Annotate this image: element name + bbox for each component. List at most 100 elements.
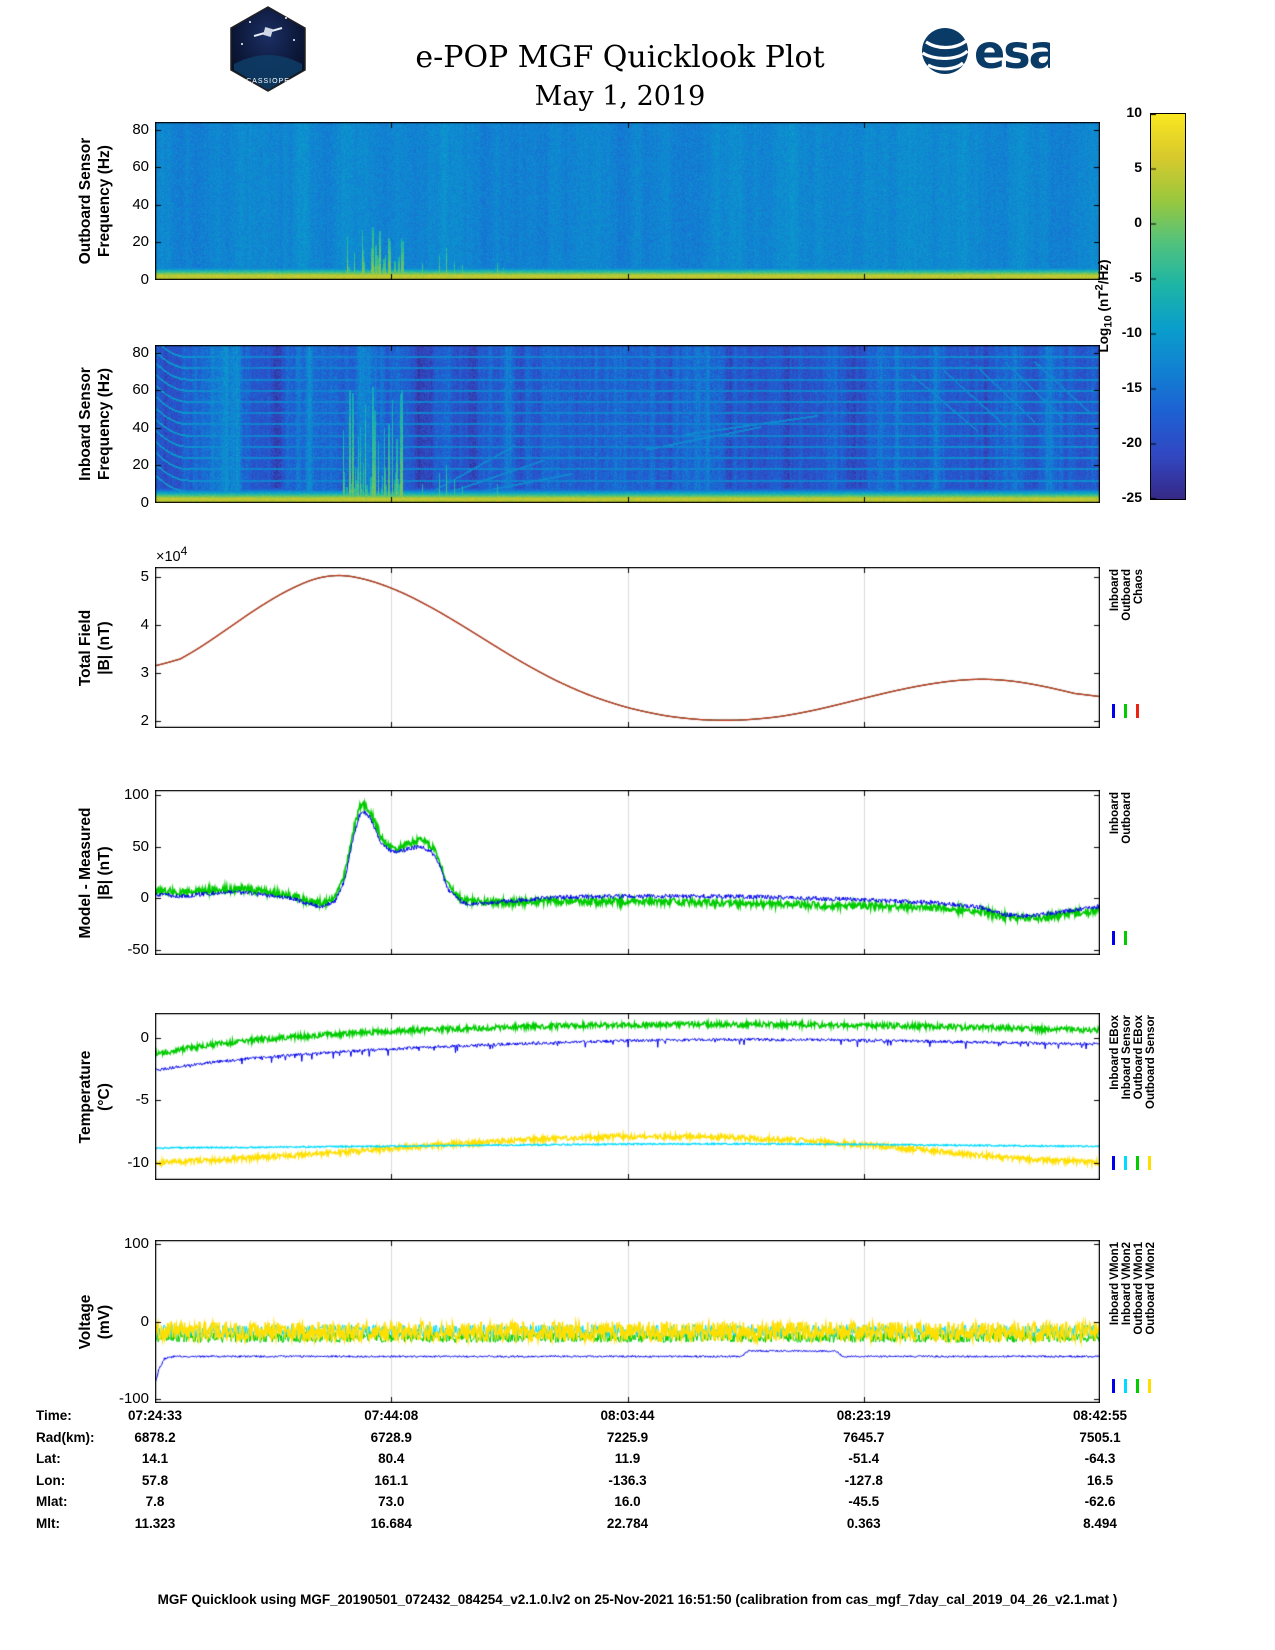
y-tick-label: 80 (132, 343, 149, 361)
ephem-value: 0.363 (846, 1515, 881, 1531)
ephem-value: 11.323 (134, 1515, 176, 1531)
ephem-value: -64.3 (1084, 1451, 1116, 1466)
legend-color-dash (1124, 704, 1127, 718)
esa-logo: esa (920, 24, 1060, 79)
y-axis-label-line: |B| (nT) (96, 845, 113, 900)
legend-entry-chaos: Chaos (1133, 569, 1145, 609)
colorbar-tick-label: 10 (1126, 104, 1142, 120)
cassiope-mission-patch: CASSIOPE (224, 6, 312, 92)
ephem-value: 22.784 (606, 1515, 649, 1531)
y-axis-exponent-power: 4 (180, 544, 188, 558)
legend-color-dash (1136, 1379, 1139, 1393)
y-axis-exponent-base: ×10 (156, 548, 181, 565)
plot-date: May 1, 2019 (534, 81, 706, 112)
y-tick-label: 2 (140, 711, 149, 729)
ephem-value: 7505.1 (1079, 1429, 1121, 1445)
ephem-value: 80.4 (378, 1451, 405, 1466)
legend-entry-outboard-ebox: Outboard EBox (1133, 1015, 1145, 1104)
legend-label: Chaos (1133, 569, 1145, 605)
ephem-value: 08:23:19 (836, 1408, 891, 1423)
legend-entry-inboard-ebox: Inboard EBox (1109, 1015, 1121, 1095)
y-tick-label: 100 (123, 1234, 149, 1252)
legend-color-dash (1148, 1379, 1151, 1393)
ephem-row-label: Mlat: (36, 1494, 68, 1509)
panel-total-field: Total Field |B| (nT) 2 3 4 5 ×104 Inboard Outboa… (0, 544, 1275, 729)
colorbar-tick-label: -20 (1121, 434, 1142, 450)
legend-label: Inboard EBox (1109, 1015, 1121, 1090)
y-tick-label: 0 (140, 889, 149, 907)
legend-label: Outboard EBox (1133, 1015, 1145, 1100)
legend-color-dash (1112, 704, 1115, 718)
ephem-value: 07:44:08 (364, 1408, 419, 1423)
legend-label: Outboard Sensor (1145, 1015, 1157, 1109)
y-tick-label: 3 (140, 663, 149, 681)
y-tick-label: 20 (132, 233, 149, 251)
legend-label: Outboard (1121, 569, 1133, 621)
ephem-value: 73.0 (378, 1494, 405, 1509)
y-tick-label: -50 (127, 940, 149, 958)
panel-inboard-spectrogram: Inboard Sensor Frequency (Hz) 0 20 40 60 80 (0, 343, 1275, 511)
chart-canvas-inboard-spectrogram (155, 345, 1100, 503)
legend-label: Inboard VMon1 (1109, 1242, 1121, 1326)
legend-label: Outboard VMon2 (1145, 1242, 1157, 1335)
y-tick-label: 60 (132, 381, 149, 399)
ephem-row-label: Time: (36, 1408, 72, 1423)
ephem-row-label: Lat: (36, 1451, 61, 1466)
legend-color-dash (1124, 1379, 1127, 1393)
ephem-value: -127.8 (844, 1472, 883, 1488)
ephem-value: 08:03:44 (600, 1408, 655, 1423)
chart-canvas-voltage (155, 1240, 1100, 1403)
page-title: e-POP MGF Quicklook Plot (415, 40, 825, 75)
ephem-value: -51.4 (848, 1451, 880, 1466)
colorbar-label-mid: (nT (1095, 290, 1111, 316)
ephem-value: 57.8 (141, 1472, 169, 1488)
legend-color-dash (1112, 1379, 1115, 1393)
legend-entry-inboard: Inboard (1109, 792, 1121, 839)
ephem-value: 6878.2 (134, 1429, 176, 1445)
legend-color-dash (1124, 931, 1127, 945)
chart-canvas-temperature (155, 1013, 1100, 1180)
legend-color-dash (1112, 1156, 1115, 1170)
esa-logo-text: esa (974, 25, 1050, 78)
ephem-value: 7225.9 (606, 1429, 649, 1445)
ephem-value: 6728.9 (370, 1429, 412, 1445)
chart-canvas-outboard-spectrogram (155, 122, 1100, 280)
legend-color-dash (1124, 1156, 1127, 1170)
colorbar-tick-label: 0 (1134, 214, 1142, 230)
legend-entry-inboard-vmon2: Inboard VMon2 (1121, 1242, 1133, 1330)
y-axis-label-line: Temperature (77, 1050, 95, 1143)
colorbar-tick-label: -10 (1121, 324, 1142, 340)
y-tick-label: 100 (123, 786, 149, 804)
y-tick-label: 0 (140, 494, 149, 511)
legend-color-dash (1148, 1156, 1151, 1170)
ephem-value: 11.9 (614, 1451, 641, 1466)
ephem-value: 7.8 (145, 1494, 165, 1509)
y-axis-label-line: Inboard Sensor (77, 367, 95, 481)
y-tick-label: -100 (118, 1390, 149, 1408)
legend-entry-inboard: Inboard (1109, 569, 1121, 616)
ephem-value: 161.1 (374, 1472, 409, 1488)
ephem-value: 8.494 (1083, 1515, 1117, 1531)
legend-entry-outboard-sensor: Outboard Sensor (1145, 1015, 1157, 1114)
legend-entry-outboard: Outboard (1121, 792, 1133, 849)
ephem-row-label: Mlt: (36, 1515, 60, 1531)
y-axis-label-line: Voltage (77, 1294, 95, 1349)
colorbar-tick-label: 5 (1134, 159, 1142, 175)
colorbar-tick-label: -25 (1121, 489, 1142, 505)
ephem-value: 16.5 (1086, 1472, 1114, 1488)
legend-entry-outboard-vmon2: Outboard VMon2 (1145, 1242, 1157, 1340)
ephem-value: 07:24:33 (127, 1408, 183, 1423)
legend-color-dash (1136, 1156, 1139, 1170)
ephem-row-label: Rad(km): (36, 1429, 95, 1445)
legend-entry-outboard-vmon1: Outboard VMon1 (1133, 1242, 1145, 1340)
y-tick-label: -10 (127, 1153, 149, 1171)
y-axis-label: Model - Measured |B| (nT) (77, 807, 115, 938)
y-tick-label: 0 (140, 271, 149, 288)
y-tick-label: 4 (140, 615, 149, 633)
footer-caption: MGF Quicklook using MGF_20190501_072432_… (157, 1592, 1118, 1607)
ephem-value: 16.684 (370, 1515, 412, 1531)
mission-logo-text: CASSIOPE (246, 78, 290, 85)
ephem-value: -136.3 (608, 1472, 647, 1488)
y-tick-label: 0 (140, 1028, 149, 1046)
